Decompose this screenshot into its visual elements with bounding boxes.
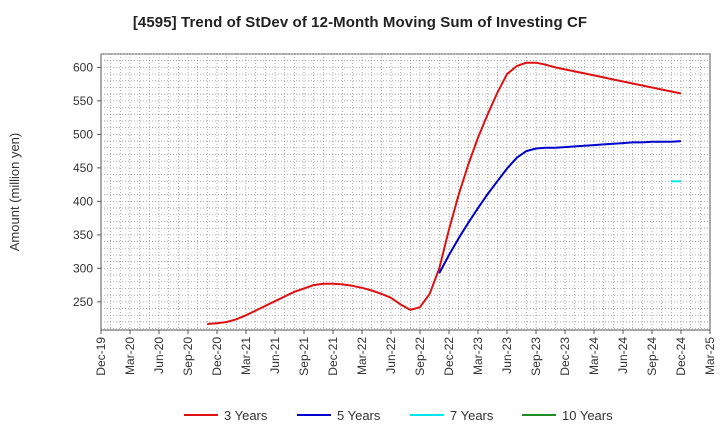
series-line-3-years	[207, 61, 682, 325]
x-tick-label: Mar-21	[239, 337, 253, 375]
x-tick-label: Jun-24	[616, 337, 630, 374]
x-tick-label: Dec-21	[326, 337, 340, 376]
y-tick-label: 450	[73, 161, 93, 175]
legend-label: 5 Years	[337, 408, 381, 423]
series-line-5-years	[438, 140, 682, 274]
x-tick-label: Dec-20	[210, 337, 224, 376]
chart-title: [4595] Trend of StDev of 12-Month Moving…	[132, 14, 588, 31]
x-tick-label: Mar-24	[587, 337, 601, 375]
y-tick-label: 250	[73, 295, 93, 309]
x-tick-label: Dec-23	[558, 337, 572, 376]
x-tick-label: Dec-22	[442, 337, 456, 376]
y-tick-label: 600	[73, 60, 93, 74]
gridlines	[101, 53, 710, 330]
y-tick-label: 350	[73, 228, 93, 242]
y-axis-title: Amount (million yen)	[7, 133, 22, 252]
x-tick-label: Mar-20	[123, 337, 137, 375]
x-tick-label: Jun-22	[384, 337, 398, 374]
y-tick-label: 300	[73, 261, 93, 275]
x-tick-label: Sep-24	[645, 337, 659, 376]
x-tick-label: Sep-21	[297, 337, 311, 376]
x-tick-label: Mar-23	[471, 337, 485, 375]
series-lines	[207, 61, 682, 325]
y-axis: 250 300 350 400 450 500 550 600	[73, 60, 101, 309]
x-tick-label: Sep-23	[529, 337, 543, 376]
x-tick-label: Dec-19	[94, 337, 108, 376]
x-tick-label: Jun-20	[152, 337, 166, 374]
x-tick-label: Mar-22	[355, 337, 369, 375]
x-tick-label: Sep-22	[413, 337, 427, 376]
y-tick-label: 550	[73, 94, 93, 108]
x-tick-label: Sep-20	[181, 337, 195, 376]
y-tick-label: 400	[73, 194, 93, 208]
x-tick-label: Mar-25	[703, 337, 717, 375]
plot-area	[100, 53, 711, 331]
legend: 3 Years 5 Years 7 Years 10 Years	[184, 408, 613, 423]
x-tick-label: Dec-24	[674, 337, 688, 376]
x-axis: Dec-19 Mar-20 Jun-20 Sep-20 Dec-20 Mar-21 Jun-…	[94, 330, 717, 376]
legend-label: 10 Years	[562, 408, 613, 423]
y-tick-label: 500	[73, 127, 93, 141]
x-tick-label: Jun-21	[268, 337, 282, 374]
x-tick-label: Jun-23	[500, 337, 514, 374]
legend-label: 3 Years	[224, 408, 268, 423]
legend-label: 7 Years	[450, 408, 494, 423]
